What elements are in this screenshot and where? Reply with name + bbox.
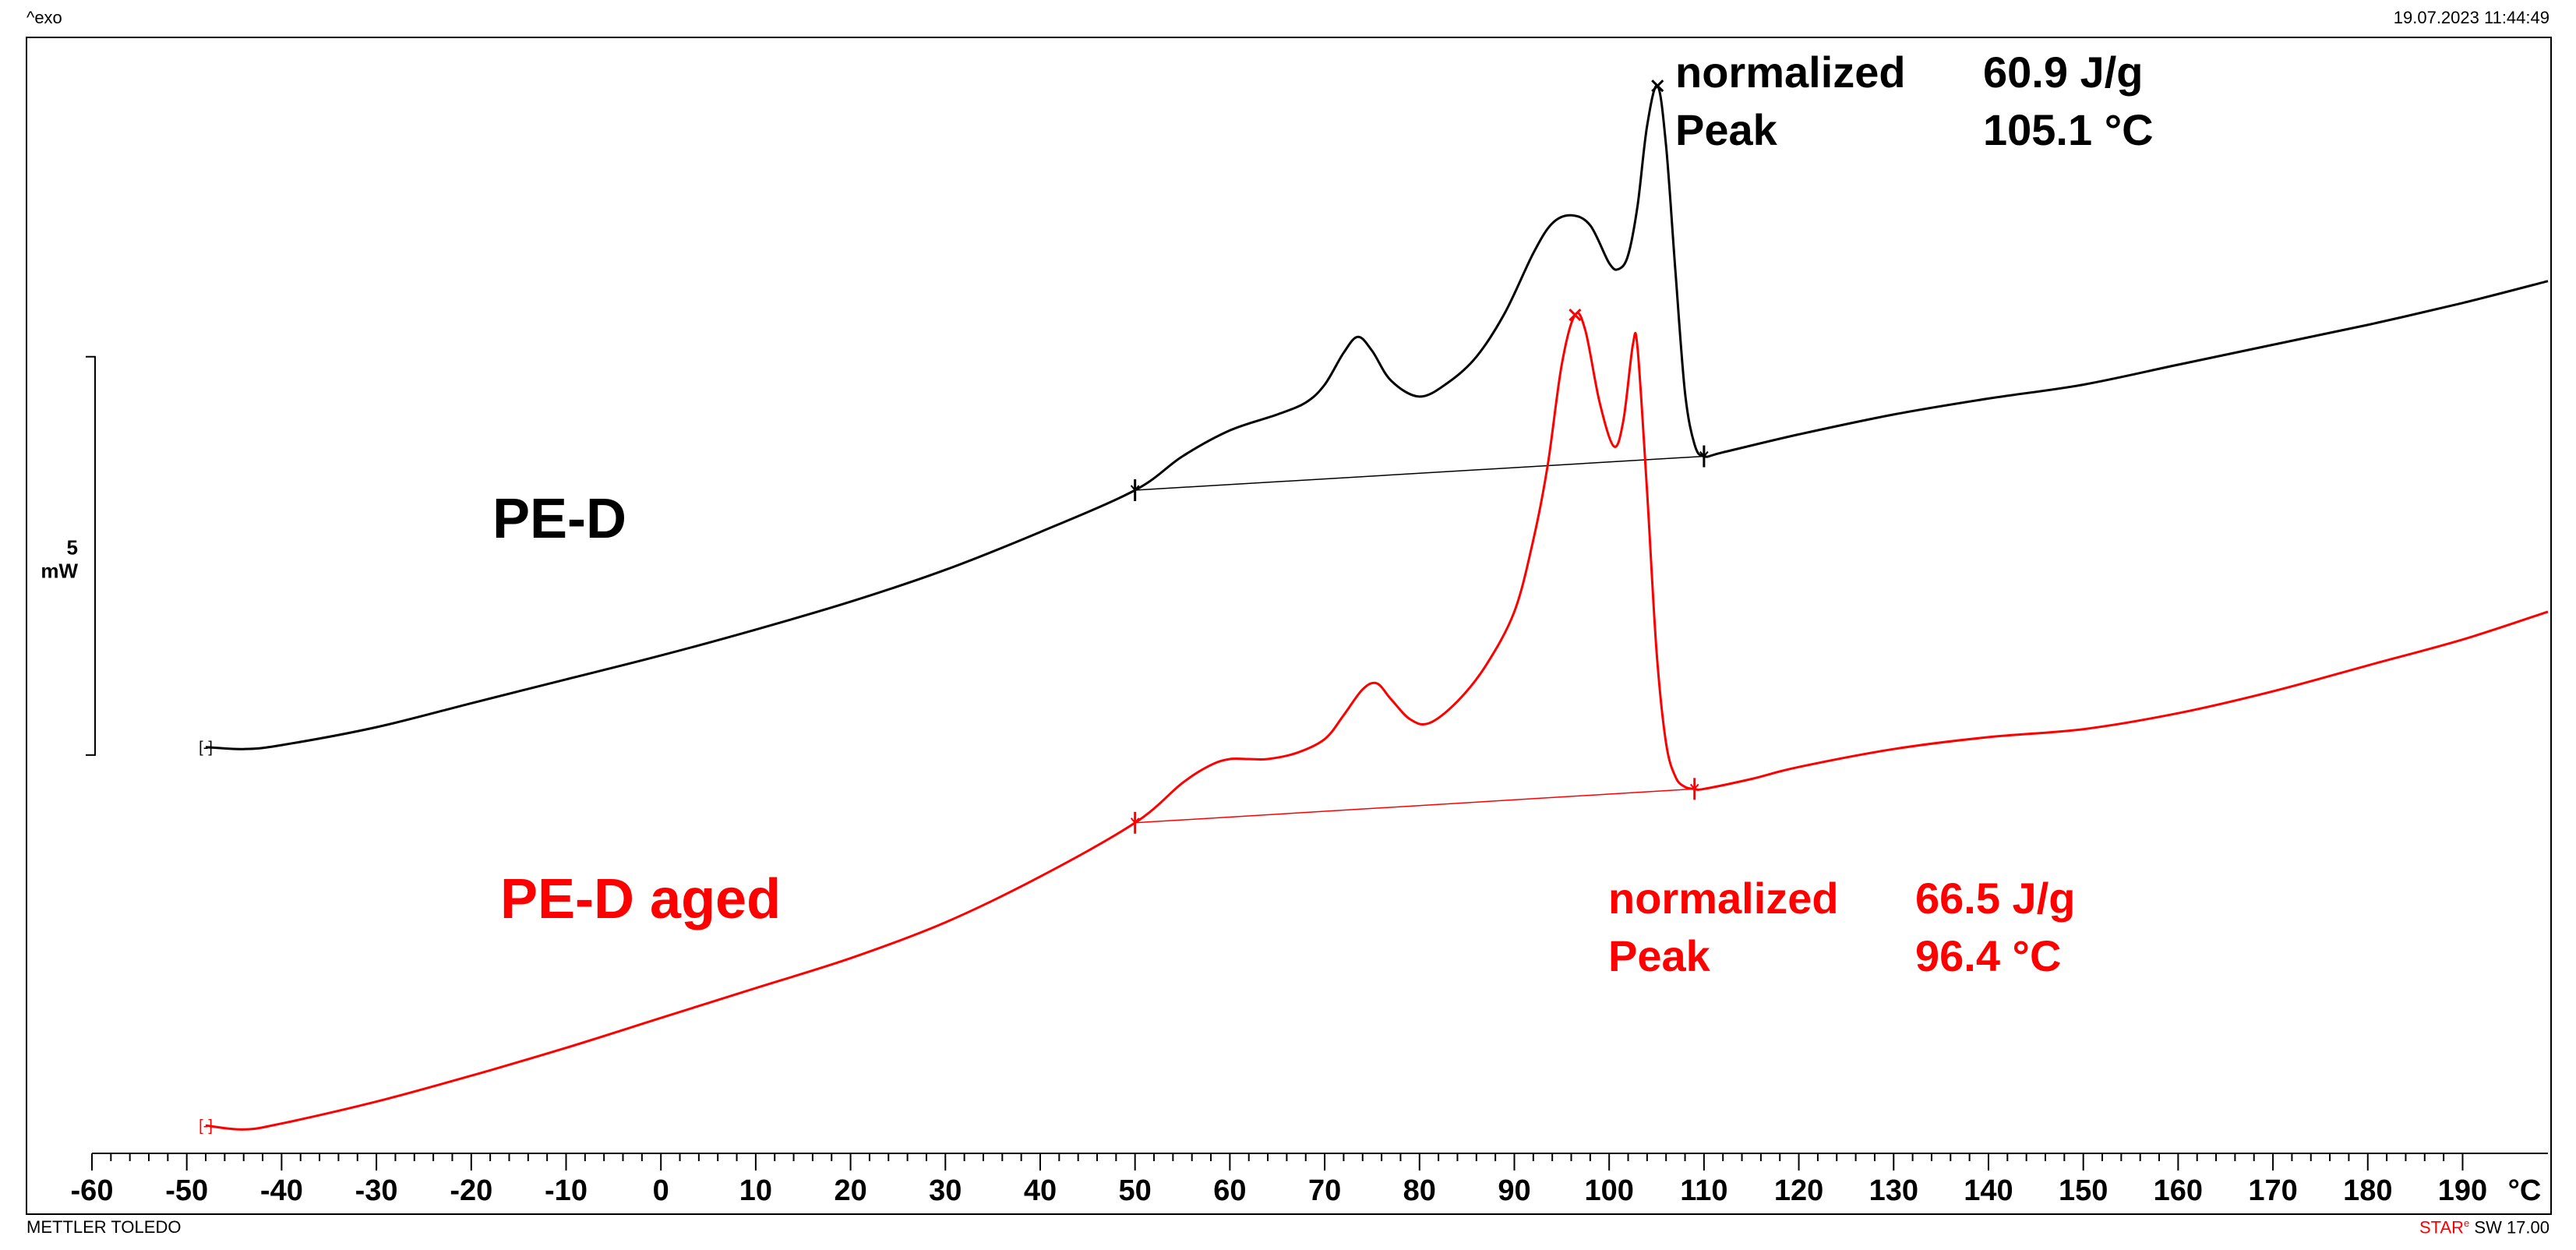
x-tick-label: 80 bbox=[1403, 1174, 1436, 1207]
y-scale-bar: 5mW bbox=[41, 355, 96, 756]
curve-start-marker: [-] bbox=[199, 740, 213, 757]
software-star: STAR bbox=[2419, 1217, 2465, 1238]
x-tick-label: 110 bbox=[1680, 1174, 1727, 1207]
x-tick-label: -10 bbox=[545, 1174, 588, 1207]
x-tick-label: 0 bbox=[653, 1174, 669, 1207]
x-tick-label: 180 bbox=[2343, 1174, 2392, 1207]
integration-start-marker-arrow bbox=[1130, 485, 1140, 492]
x-tick-label: -50 bbox=[165, 1174, 208, 1207]
normalized-label: normalized bbox=[1675, 48, 1906, 97]
integration-baselines bbox=[1134, 455, 1704, 824]
x-tick-label: 190 bbox=[2438, 1174, 2487, 1207]
x-tick-label: 150 bbox=[2059, 1174, 2108, 1207]
x-tick-label: 130 bbox=[1869, 1174, 1918, 1207]
normalized-label: normalized bbox=[1608, 874, 1839, 923]
integration-end-marker-arrow bbox=[1689, 783, 1699, 790]
x-tick-label: -20 bbox=[450, 1174, 492, 1207]
peak-marker bbox=[1651, 79, 1664, 93]
software-version-label: SW 17.00 bbox=[2474, 1217, 2550, 1238]
x-tick-label: 90 bbox=[1498, 1174, 1530, 1207]
normalized-value: 60.9 J/g bbox=[1983, 48, 2143, 97]
x-tick-label: -30 bbox=[355, 1174, 398, 1207]
peak-label: Peak bbox=[1675, 105, 1778, 154]
x-tick-label: 170 bbox=[2248, 1174, 2297, 1207]
software-version: STARe SW 17.00 bbox=[2419, 1217, 2550, 1238]
peak-label: Peak bbox=[1608, 931, 1711, 980]
integration-start-marker-arrow bbox=[1130, 817, 1140, 825]
x-tick-label: 40 bbox=[1024, 1174, 1057, 1207]
curve-start-marker: [-] bbox=[199, 1118, 213, 1135]
pe-d-aged-curve bbox=[205, 312, 2549, 1131]
x-axis-unit: °C bbox=[2508, 1174, 2542, 1207]
normalized-value: 66.5 J/g bbox=[1915, 874, 2075, 923]
x-tick-label: 160 bbox=[2154, 1174, 2203, 1207]
software-star-mark: e bbox=[2464, 1217, 2470, 1229]
x-tick-label: 100 bbox=[1584, 1174, 1633, 1207]
plot-frame bbox=[26, 37, 2552, 1215]
peak-value: 96.4 °C bbox=[1915, 931, 2061, 980]
pe-d-aged-label: PE-D aged bbox=[500, 868, 781, 930]
markers: [-] [-] bbox=[199, 79, 1709, 1135]
curves bbox=[205, 84, 2549, 1131]
x-tick-label: 20 bbox=[834, 1174, 866, 1207]
pe-d-label: PE-D bbox=[492, 488, 626, 550]
brand-label: METTLER TOLEDO bbox=[26, 1217, 182, 1237]
exo-direction-label: ^exo bbox=[26, 8, 62, 27]
peak-value: 105.1 °C bbox=[1983, 105, 2154, 154]
scale-bar-line bbox=[86, 355, 96, 756]
x-tick-label: 30 bbox=[929, 1174, 962, 1207]
x-tick-label: -60 bbox=[71, 1174, 114, 1207]
x-tick-label: 10 bbox=[739, 1174, 772, 1207]
timestamp: 19.07.2023 11:44:49 bbox=[2393, 8, 2550, 27]
scale-bar-unit: mW bbox=[41, 559, 78, 582]
scale-bar-value: 5 bbox=[67, 535, 78, 559]
x-tick-label: 70 bbox=[1308, 1174, 1341, 1207]
integration-end-marker-arrow bbox=[1699, 450, 1709, 458]
pe-d-curve bbox=[205, 84, 2549, 750]
x-tick-label: 60 bbox=[1213, 1174, 1246, 1207]
x-tick-label: 120 bbox=[1774, 1174, 1823, 1207]
x-tick-label: 140 bbox=[1964, 1174, 2013, 1207]
x-axis: -60 -50 -40 -30 -20 -10 0 10 20 30 40 50 60 70 80 90 100… bbox=[71, 1153, 2548, 1207]
pe-d-baseline bbox=[1134, 455, 1704, 491]
pe-d-aged-baseline bbox=[1134, 788, 1695, 824]
x-tick-label: -40 bbox=[260, 1174, 303, 1207]
x-tick-label: 50 bbox=[1119, 1174, 1152, 1207]
labels: PE-D normalized 60.9 J/g Peak 105.1 °C PE-D a… bbox=[492, 48, 2154, 980]
peak-marker bbox=[1569, 309, 1582, 322]
